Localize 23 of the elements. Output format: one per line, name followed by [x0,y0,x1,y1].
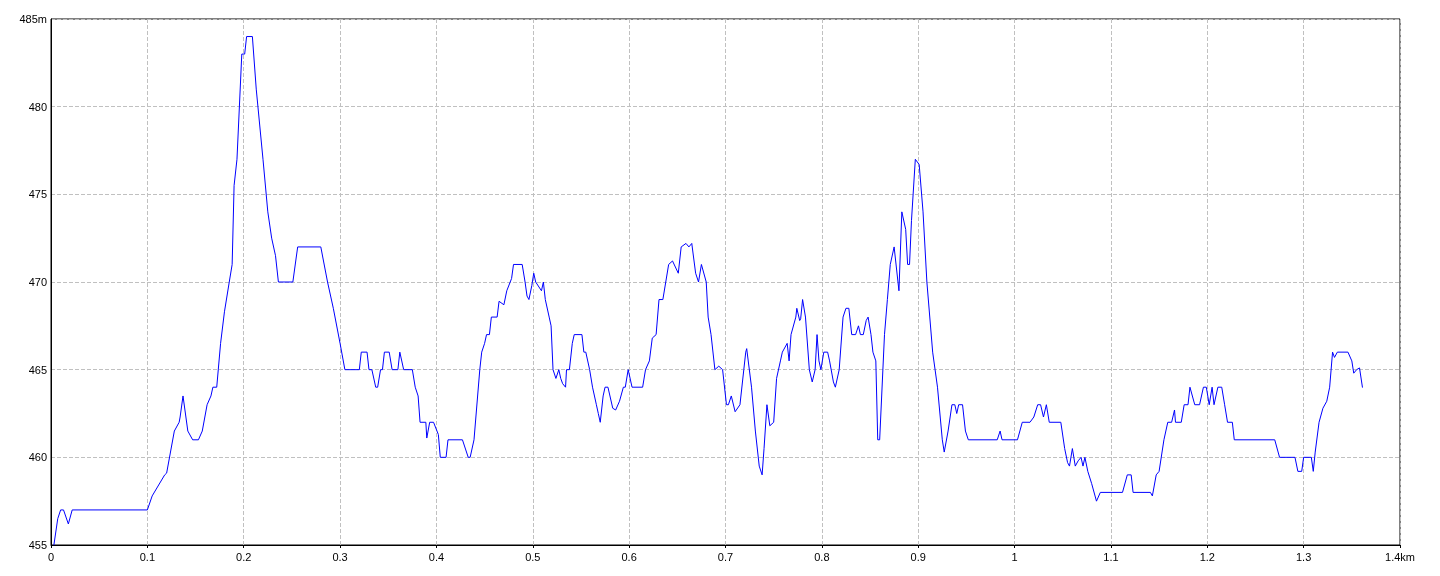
y-tick-label: 475 [28,188,47,201]
x-tick-label: 0.9 [910,550,926,563]
x-tick-label: 0 [47,550,55,563]
x-tick-label: 1.1 [1103,550,1119,563]
x-tick-label: 0.6 [621,550,637,563]
y-tick-label: 460 [28,451,47,464]
y-tick-label: 470 [28,276,47,288]
y-tick-label: 455 [28,539,47,551]
y-tick-label: 465 [28,363,47,376]
line-series [53,36,1363,546]
y-tick-label: 485m [19,13,47,25]
x-tick-label: 0.2 [236,550,252,563]
x-tick-label: 0.1 [139,550,156,563]
x-tick-label: 0.5 [525,550,541,563]
x-tick-label: 0.3 [332,550,348,563]
x-tick-label: 1.4km [1385,550,1415,563]
x-tick-label: 0.7 [717,550,734,563]
x-tick-label: 1.3 [1295,550,1312,563]
x-tick-label: 0.4 [428,550,445,563]
x-tick-label: 0.8 [814,550,830,563]
x-tick-label: 1.2 [1199,550,1215,563]
y-tick-label: 480 [28,100,47,113]
x-tick-label: 1 [1011,550,1018,563]
